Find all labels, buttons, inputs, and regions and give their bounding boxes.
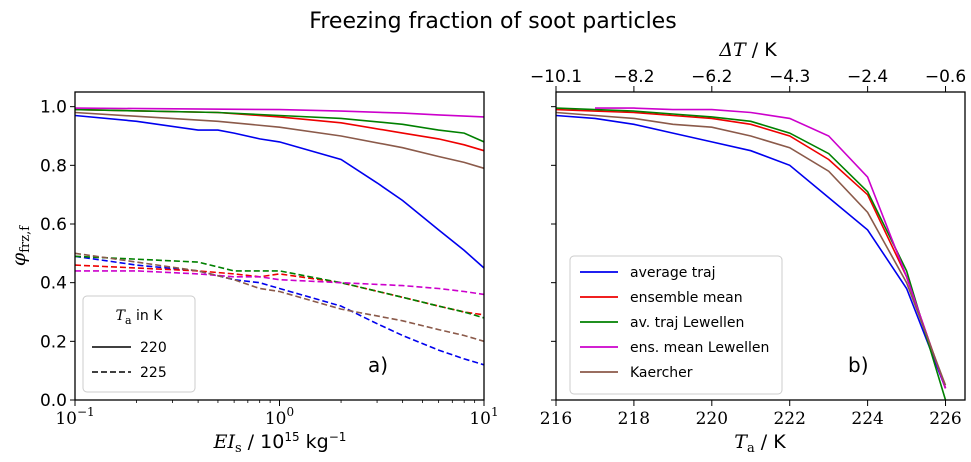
top-x-tick-label: −8.2 <box>613 67 654 87</box>
x-tick-label: 10−1 <box>55 405 94 429</box>
top-x-tick-label: −0.6 <box>925 67 966 87</box>
series-line-av-traj-lewellen <box>555 107 947 401</box>
legend-label-ensemble-mean: ensemble mean <box>630 290 743 306</box>
panel-b-xlabel: Ta / K <box>734 431 786 456</box>
panel-b: 216 218 220 222 224 226 −10.1 −8.2 −6.2 −4.3 −2.4 −… <box>530 39 966 456</box>
y-tick-label: 0.4 <box>40 274 67 294</box>
series-line-kaercher-225 <box>74 252 485 343</box>
series-line-kaercher-220 <box>74 111 485 170</box>
x-tick-label: 100 <box>265 405 294 429</box>
series-line-ens-mean-lewellen <box>595 107 947 389</box>
series-line-ens-mean-lewellen-225 <box>75 270 485 296</box>
panel-b-frame <box>555 91 966 401</box>
legend-label-kaercher: Kaercher <box>630 365 693 381</box>
legend-label-av-traj-lewellen: av. traj Lewellen <box>630 315 744 331</box>
x-tick-label: 222 <box>773 409 805 429</box>
y-tick-label: 0.0 <box>40 391 67 411</box>
panel-a-legend-title: Ta in K <box>116 308 164 327</box>
x-tick-label: 101 <box>469 405 498 429</box>
series-line-ensemble-mean <box>555 108 947 389</box>
series-line-ens-mean-lewellen-220 <box>74 107 485 118</box>
series-line-av-traj-lewellen-225 <box>74 255 485 319</box>
x-tick-label: 218 <box>618 409 650 429</box>
figure-title: Freezing fraction of soot particles <box>309 9 676 34</box>
x-tick-label: 224 <box>851 409 883 429</box>
y-tick-label: 0.8 <box>40 156 67 176</box>
x-tick-label: 226 <box>929 409 961 429</box>
series-line-ensemble-mean-225 <box>74 264 485 316</box>
x-tick-label: 216 <box>540 409 572 429</box>
top-x-tick-label: −4.3 <box>769 67 810 87</box>
x-tick-label: 220 <box>696 409 728 429</box>
series-line-kaercher <box>555 111 947 386</box>
y-tick-label: 0.6 <box>40 215 67 235</box>
panel-a-xlabel: EIs / 1015 kg−1 <box>213 430 347 456</box>
panel-b-top-xlabel: ΔT / K <box>718 39 777 61</box>
panel-a-series <box>74 107 485 366</box>
panel-a-ticks: 0.0 0.2 0.4 0.6 0.8 1.0 10−1 100 101 <box>40 98 499 429</box>
y-tick-label: 0.2 <box>40 332 67 352</box>
panel-b-tag: b) <box>848 353 869 377</box>
series-line-average-traj-220 <box>74 114 485 269</box>
top-x-tick-label: −6.2 <box>691 67 732 87</box>
panel-a-tag: a) <box>368 353 388 377</box>
top-x-tick-label: −2.4 <box>847 67 888 87</box>
panel-a-legend-label-220: 220 <box>140 340 167 356</box>
panel-b-legend-box <box>569 255 783 395</box>
y-tick-label: 1.0 <box>40 98 67 118</box>
legend-label-ens-mean-lewellen: ens. mean Lewellen <box>630 340 769 356</box>
series-line-average-traj <box>555 114 947 389</box>
panel-a-ylabel: φfrz,f <box>8 225 33 266</box>
panel-b-legend: average traj ensemble mean av. traj Lewell… <box>569 255 783 395</box>
panel-a: 0.0 0.2 0.4 0.6 0.8 1.0 10−1 100 101 φfrz,f EIs … <box>8 91 499 456</box>
legend-label-average-traj: average traj <box>630 265 715 281</box>
panel-b-series <box>555 107 947 401</box>
panel-b-ticks: 216 218 220 222 224 226 −10.1 −8.2 −6.2 −4.3 −2.4 −… <box>530 67 966 429</box>
panel-a-legend: Ta in K 220 225 <box>82 295 196 393</box>
panel-a-legend-box <box>82 295 196 393</box>
series-line-av-traj-lewellen-220 <box>74 108 485 143</box>
panel-a-legend-label-225: 225 <box>140 365 167 381</box>
top-x-tick-label: −10.1 <box>530 67 582 87</box>
